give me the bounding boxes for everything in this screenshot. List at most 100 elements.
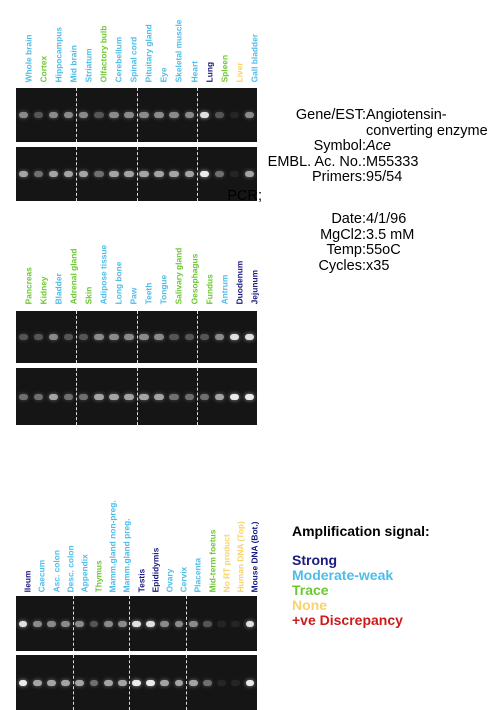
gel-band bbox=[75, 679, 85, 686]
gel-band bbox=[89, 679, 99, 686]
lane-group-divider bbox=[186, 655, 188, 710]
gel-band bbox=[33, 393, 44, 400]
lane-label: Spinal cord bbox=[128, 36, 139, 82]
gel-band bbox=[47, 679, 56, 686]
gel-band bbox=[154, 112, 164, 119]
gel-band bbox=[124, 393, 134, 400]
lane-label: Striatum bbox=[83, 48, 94, 82]
gel-band bbox=[89, 620, 99, 627]
gel-band bbox=[18, 393, 29, 400]
gel-band bbox=[139, 171, 149, 178]
gel-band bbox=[33, 334, 44, 341]
gel-band bbox=[103, 620, 113, 627]
gel-band bbox=[199, 171, 209, 178]
gel-band bbox=[139, 334, 149, 341]
lane-group-divider bbox=[196, 147, 198, 201]
lane-label: Skeletal muscle bbox=[174, 19, 185, 82]
gel-band bbox=[124, 334, 134, 341]
gel-band bbox=[146, 679, 156, 686]
gel-band bbox=[139, 393, 149, 400]
info-value: Angiotensin- bbox=[366, 107, 447, 123]
gel-band bbox=[188, 620, 198, 627]
lane-label: Human DNA (Top) bbox=[235, 520, 246, 592]
gel-band bbox=[47, 620, 56, 627]
gel-band bbox=[184, 112, 194, 119]
info-key: MgCl2: bbox=[320, 226, 366, 243]
gel-band bbox=[109, 112, 119, 119]
gel-band bbox=[244, 171, 255, 178]
gel-band bbox=[75, 620, 85, 627]
gel-band bbox=[132, 679, 141, 686]
gel-band bbox=[160, 620, 170, 627]
gel-band bbox=[79, 171, 89, 178]
gel-band bbox=[214, 334, 224, 341]
lane-label: Long bone bbox=[113, 261, 124, 304]
info-value: M55333 bbox=[366, 153, 419, 170]
info-value: Ace bbox=[366, 138, 391, 154]
gel-band bbox=[103, 679, 113, 686]
info-key: Primers: bbox=[312, 169, 366, 185]
lane-label: Mouse DNA (Bot.) bbox=[249, 521, 260, 592]
lane-label: No RT product bbox=[221, 533, 232, 592]
info-value: 95/54 bbox=[366, 169, 403, 185]
gel-band bbox=[61, 620, 70, 627]
lane-label: Pituitary gland bbox=[143, 23, 154, 82]
lane-label: Cortex bbox=[38, 55, 49, 82]
info-key: PCR; bbox=[227, 187, 262, 204]
gel-band bbox=[174, 620, 184, 627]
gel-band bbox=[48, 112, 59, 119]
info-key: Temp: bbox=[326, 242, 367, 258]
lane-label: Tongue bbox=[159, 274, 169, 304]
lane-label: Liver bbox=[234, 61, 245, 82]
gel-band bbox=[169, 112, 179, 119]
gel-band bbox=[199, 334, 209, 341]
lane-group-divider bbox=[136, 147, 138, 201]
gel-band bbox=[245, 679, 255, 686]
info-key: Date: bbox=[331, 211, 366, 227]
lane-group-divider bbox=[129, 655, 131, 710]
gel-band bbox=[169, 171, 179, 178]
lane-label: Mid-term foetus bbox=[207, 529, 218, 592]
gel-band bbox=[18, 171, 29, 178]
gel-band bbox=[32, 620, 42, 627]
legend-item: Trace bbox=[292, 582, 329, 598]
amplification-legend: Amplification signal: Strong Moderate-wea… bbox=[292, 523, 442, 628]
gel-band bbox=[214, 112, 224, 119]
gel-band bbox=[109, 393, 119, 400]
lane-group-divider bbox=[129, 596, 131, 651]
lane-label: Caecum bbox=[36, 559, 47, 592]
info-value: x35 bbox=[366, 257, 390, 274]
gel-band bbox=[94, 171, 104, 178]
gel-band bbox=[231, 620, 241, 627]
gel-band bbox=[48, 171, 59, 178]
gel-band bbox=[79, 393, 89, 400]
gel-band bbox=[184, 334, 194, 341]
lane-group-divider bbox=[136, 88, 138, 142]
lane-group-divider bbox=[136, 368, 138, 425]
lane-label: Placenta bbox=[192, 557, 203, 592]
gel-band bbox=[109, 334, 119, 341]
lane-group-divider bbox=[72, 596, 74, 651]
gel-band bbox=[245, 620, 255, 627]
lane-label: Paw bbox=[128, 287, 139, 304]
gel-band bbox=[33, 171, 44, 178]
gel-band bbox=[188, 679, 198, 686]
lane-label: Mid brain bbox=[68, 44, 79, 82]
gel-band bbox=[169, 393, 179, 400]
lane-group-divider bbox=[136, 311, 138, 363]
gel-band bbox=[244, 393, 255, 400]
legend-title: Amplification signal: bbox=[292, 523, 430, 539]
gel-band bbox=[154, 171, 164, 178]
lane-group-divider bbox=[76, 311, 78, 363]
gel-band bbox=[154, 334, 164, 341]
lane-group-divider bbox=[72, 655, 74, 710]
lane-label: Jejunum bbox=[249, 269, 260, 304]
gel-band bbox=[61, 679, 70, 686]
gel-band bbox=[79, 334, 89, 341]
lane-group-divider bbox=[76, 147, 78, 201]
lane-label: Appendix bbox=[79, 553, 90, 592]
lane-label: Desc. colon bbox=[65, 544, 76, 592]
info-value: 55oC bbox=[366, 242, 401, 258]
panel-3-gel-top bbox=[16, 596, 257, 651]
gel-band bbox=[109, 171, 119, 178]
